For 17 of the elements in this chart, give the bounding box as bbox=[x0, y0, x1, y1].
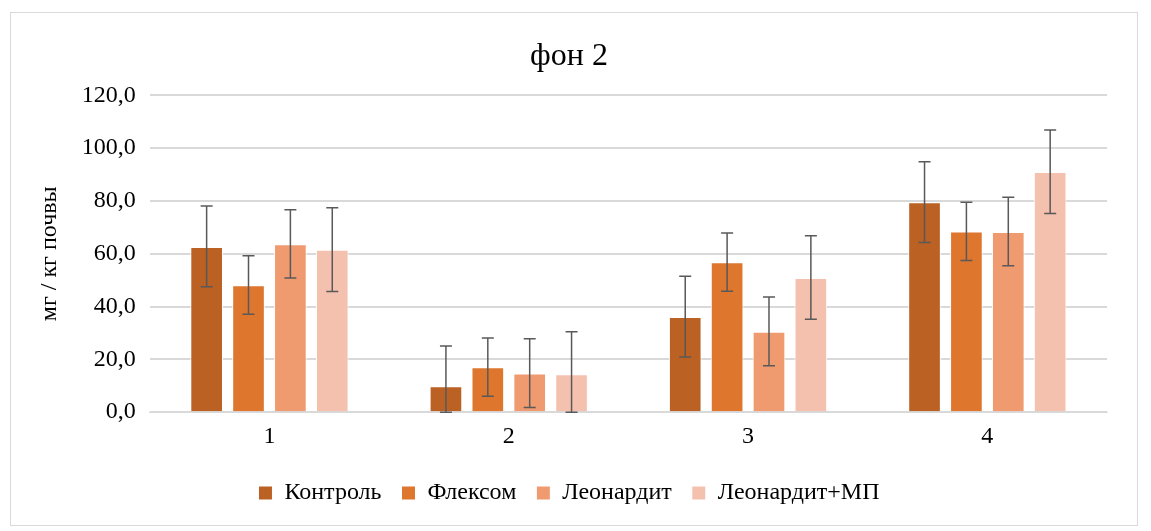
y-tick-label: 40,0 bbox=[93, 291, 136, 318]
y-tick-label: 60,0 bbox=[93, 239, 136, 266]
chart-title: фон 2 bbox=[530, 35, 608, 72]
y-tick-label: 0,0 bbox=[105, 397, 136, 424]
y-tick-label: 20,0 bbox=[93, 344, 136, 371]
legend-label: Леонардит+МП bbox=[717, 478, 880, 505]
y-axis-title: мг / кг почвы bbox=[34, 186, 61, 322]
legend-label: Флексом bbox=[427, 478, 517, 505]
legend-label: Контроль bbox=[284, 478, 382, 505]
legend-label: Леонардит bbox=[562, 478, 673, 505]
y-tick-label: 100,0 bbox=[81, 133, 136, 160]
x-tick-label: 1 bbox=[263, 421, 276, 448]
x-tick-label: 3 bbox=[742, 421, 755, 448]
x-tick-label: 2 bbox=[502, 421, 515, 448]
y-tick-label: 80,0 bbox=[93, 186, 136, 213]
y-tick-label: 120,0 bbox=[81, 80, 136, 107]
x-tick-label: 4 bbox=[981, 421, 994, 448]
